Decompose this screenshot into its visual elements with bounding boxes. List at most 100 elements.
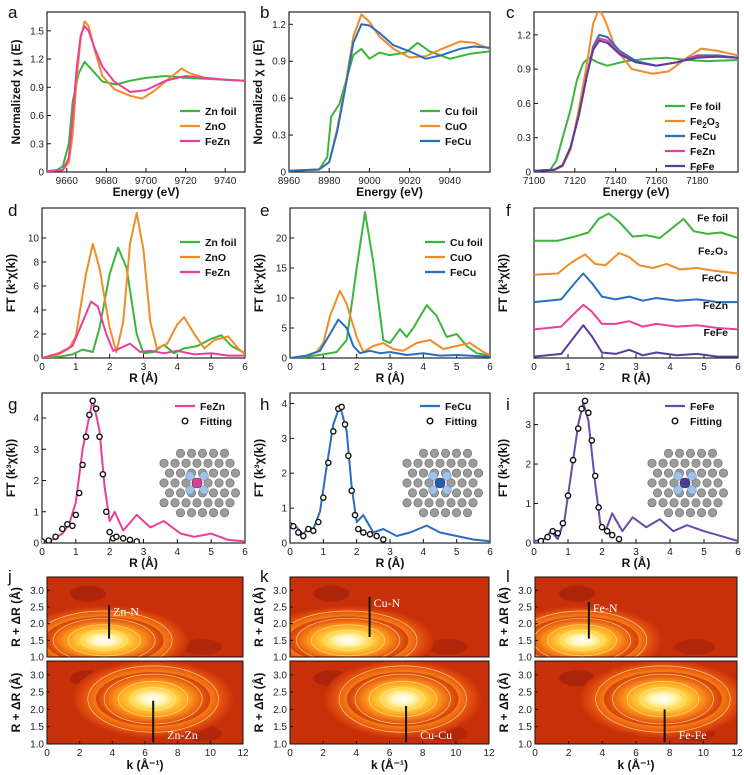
panel-letter-a: a (8, 3, 18, 22)
x-tick-label: 4 (421, 547, 427, 558)
y-tick-label: 0 (281, 539, 287, 550)
fitting-point (591, 472, 599, 480)
heatmap-area (535, 577, 737, 657)
fitting-point (585, 409, 592, 417)
legend-label: Cu foil (445, 106, 478, 118)
x-tick-label: 12 (237, 748, 249, 759)
legend-label: Fitting (690, 416, 722, 428)
carbon-atom (652, 468, 662, 478)
x-tick-label: 8960 (278, 176, 301, 187)
carbon-atom (176, 508, 186, 518)
plot-frame (41, 207, 246, 359)
chart-panel-g: 0 1 2 3 4 5 6 0 1 2 3 4 R (Å) FT (k³χ(k)) FeZn Fitting (4, 392, 248, 570)
series-line-zno (47, 20, 245, 172)
y-tick-label: 6 (33, 282, 39, 293)
bond-annotation: Fe-N (593, 601, 618, 615)
chart-panel-c: 7100 7120 7140 7160 7180 0 0.3 0.6 0.9 1.2 Energy … (517, 11, 739, 199)
carbon-atom (418, 468, 428, 478)
x-tick-label: 2 (320, 748, 326, 759)
x-tick-label: 0 (39, 547, 45, 558)
x-tick-label: 3 (633, 547, 639, 558)
x-tick-label: 1 (565, 362, 571, 373)
y-tick-label: 20 (276, 234, 288, 245)
y-axis-label: R + ΔR (Å) (251, 587, 266, 647)
carbon-atom (696, 488, 706, 498)
chart-panel-k: Cu-N 1.0 1.5 2.0 2.5 3.0 R + ΔR (Å) Cu-Cu 1.0 1.5… (251, 576, 495, 772)
carbon-atom (696, 468, 706, 478)
y-tick-label: 2.0 (273, 619, 287, 630)
y-axis-label: FT (k³χ(k)) (252, 439, 266, 497)
carbon-atom (473, 468, 483, 478)
fitting-point (315, 518, 322, 526)
legend-label: ZnO (205, 121, 226, 133)
carbon-atom (170, 498, 180, 508)
x-tick-label: 4 (421, 362, 427, 373)
carbon-atom (669, 498, 679, 508)
x-tick-label: 5 (454, 362, 460, 373)
x-tick-label: 9000 (358, 176, 381, 187)
y-tick-label: 0 (525, 168, 531, 179)
carbon-atom (176, 468, 186, 478)
carbon-atom (647, 478, 657, 488)
carbon-atom (696, 508, 706, 518)
fitting-point (574, 425, 582, 432)
nitrogen-atom (673, 485, 683, 495)
legend-label: Zn foil (205, 106, 237, 118)
y-tick-label: 2.0 (30, 619, 44, 630)
y-tick-label: 0 (280, 168, 286, 179)
x-tick-label: 6 (487, 547, 493, 558)
x-axis-label: Energy (eV) (356, 185, 423, 199)
bond-annotation: Fe-Fe (679, 728, 707, 742)
heatmap-frame (534, 576, 738, 658)
plot-area (534, 397, 738, 543)
legend-label: FeFe (690, 161, 715, 173)
y-tick-label: 1.0 (30, 740, 44, 751)
carbon-atom (663, 468, 673, 478)
carbon-atom (203, 478, 213, 488)
series-line-fe2o3 (534, 252, 738, 276)
carbon-atom (187, 448, 197, 458)
y-tick-label: 4 (281, 399, 287, 410)
y-tick-label: 1.0 (273, 653, 287, 664)
plot-area (290, 403, 490, 543)
plot-area (42, 397, 245, 543)
legend-label: Fitting (445, 416, 477, 428)
carbon-atom (418, 488, 428, 498)
carbon-atom (187, 508, 197, 518)
panel-letter-l: l (506, 567, 510, 586)
bond-annotation: Zn-Zn (167, 728, 198, 742)
y-tick-label: 0 (33, 354, 39, 365)
series-line-fefe (534, 39, 738, 172)
carbon-atom (435, 498, 445, 508)
heatmap-contour (595, 665, 731, 733)
fitting-point (72, 511, 80, 519)
carbon-atom (468, 478, 478, 488)
x-axis-label: k (Å⁻¹) (127, 757, 164, 772)
carbon-atom (198, 508, 208, 518)
carbon-atom (413, 498, 423, 508)
heatmap-contour (311, 624, 386, 657)
fitting-point (96, 433, 103, 441)
y-tick-label: 1.0 (518, 740, 532, 751)
carbon-atom (685, 448, 695, 458)
x-tick-label: 2 (77, 748, 83, 759)
y-axis-label: R + ΔR (Å) (251, 673, 266, 733)
x-tick-label: 9700 (135, 176, 158, 187)
y-tick-label: 2 (525, 460, 531, 471)
plot-area (534, 12, 738, 172)
carbon-atom (457, 458, 467, 468)
fitting-point (554, 529, 562, 537)
legend-label: FeCu (445, 136, 471, 148)
plot-frame (289, 207, 491, 359)
carbon-atom (209, 468, 219, 478)
x-axis-label: R (Å) (129, 555, 158, 570)
y-tick-label: 1.5 (30, 722, 44, 733)
chart-panel-l: Fe-N 1.0 1.5 2.0 2.5 3.0 R + ΔR (Å) Fe-Fe 1.0 1.5… (496, 576, 743, 772)
carbon-atom (713, 458, 723, 468)
y-tick-label: 0.9 (517, 65, 531, 76)
heatmap-peak-core (96, 672, 211, 727)
fitting-point (89, 397, 97, 405)
series-line-zn-foil (47, 60, 245, 172)
fitting-point (544, 533, 551, 541)
series-line-fe-foil (534, 212, 738, 242)
